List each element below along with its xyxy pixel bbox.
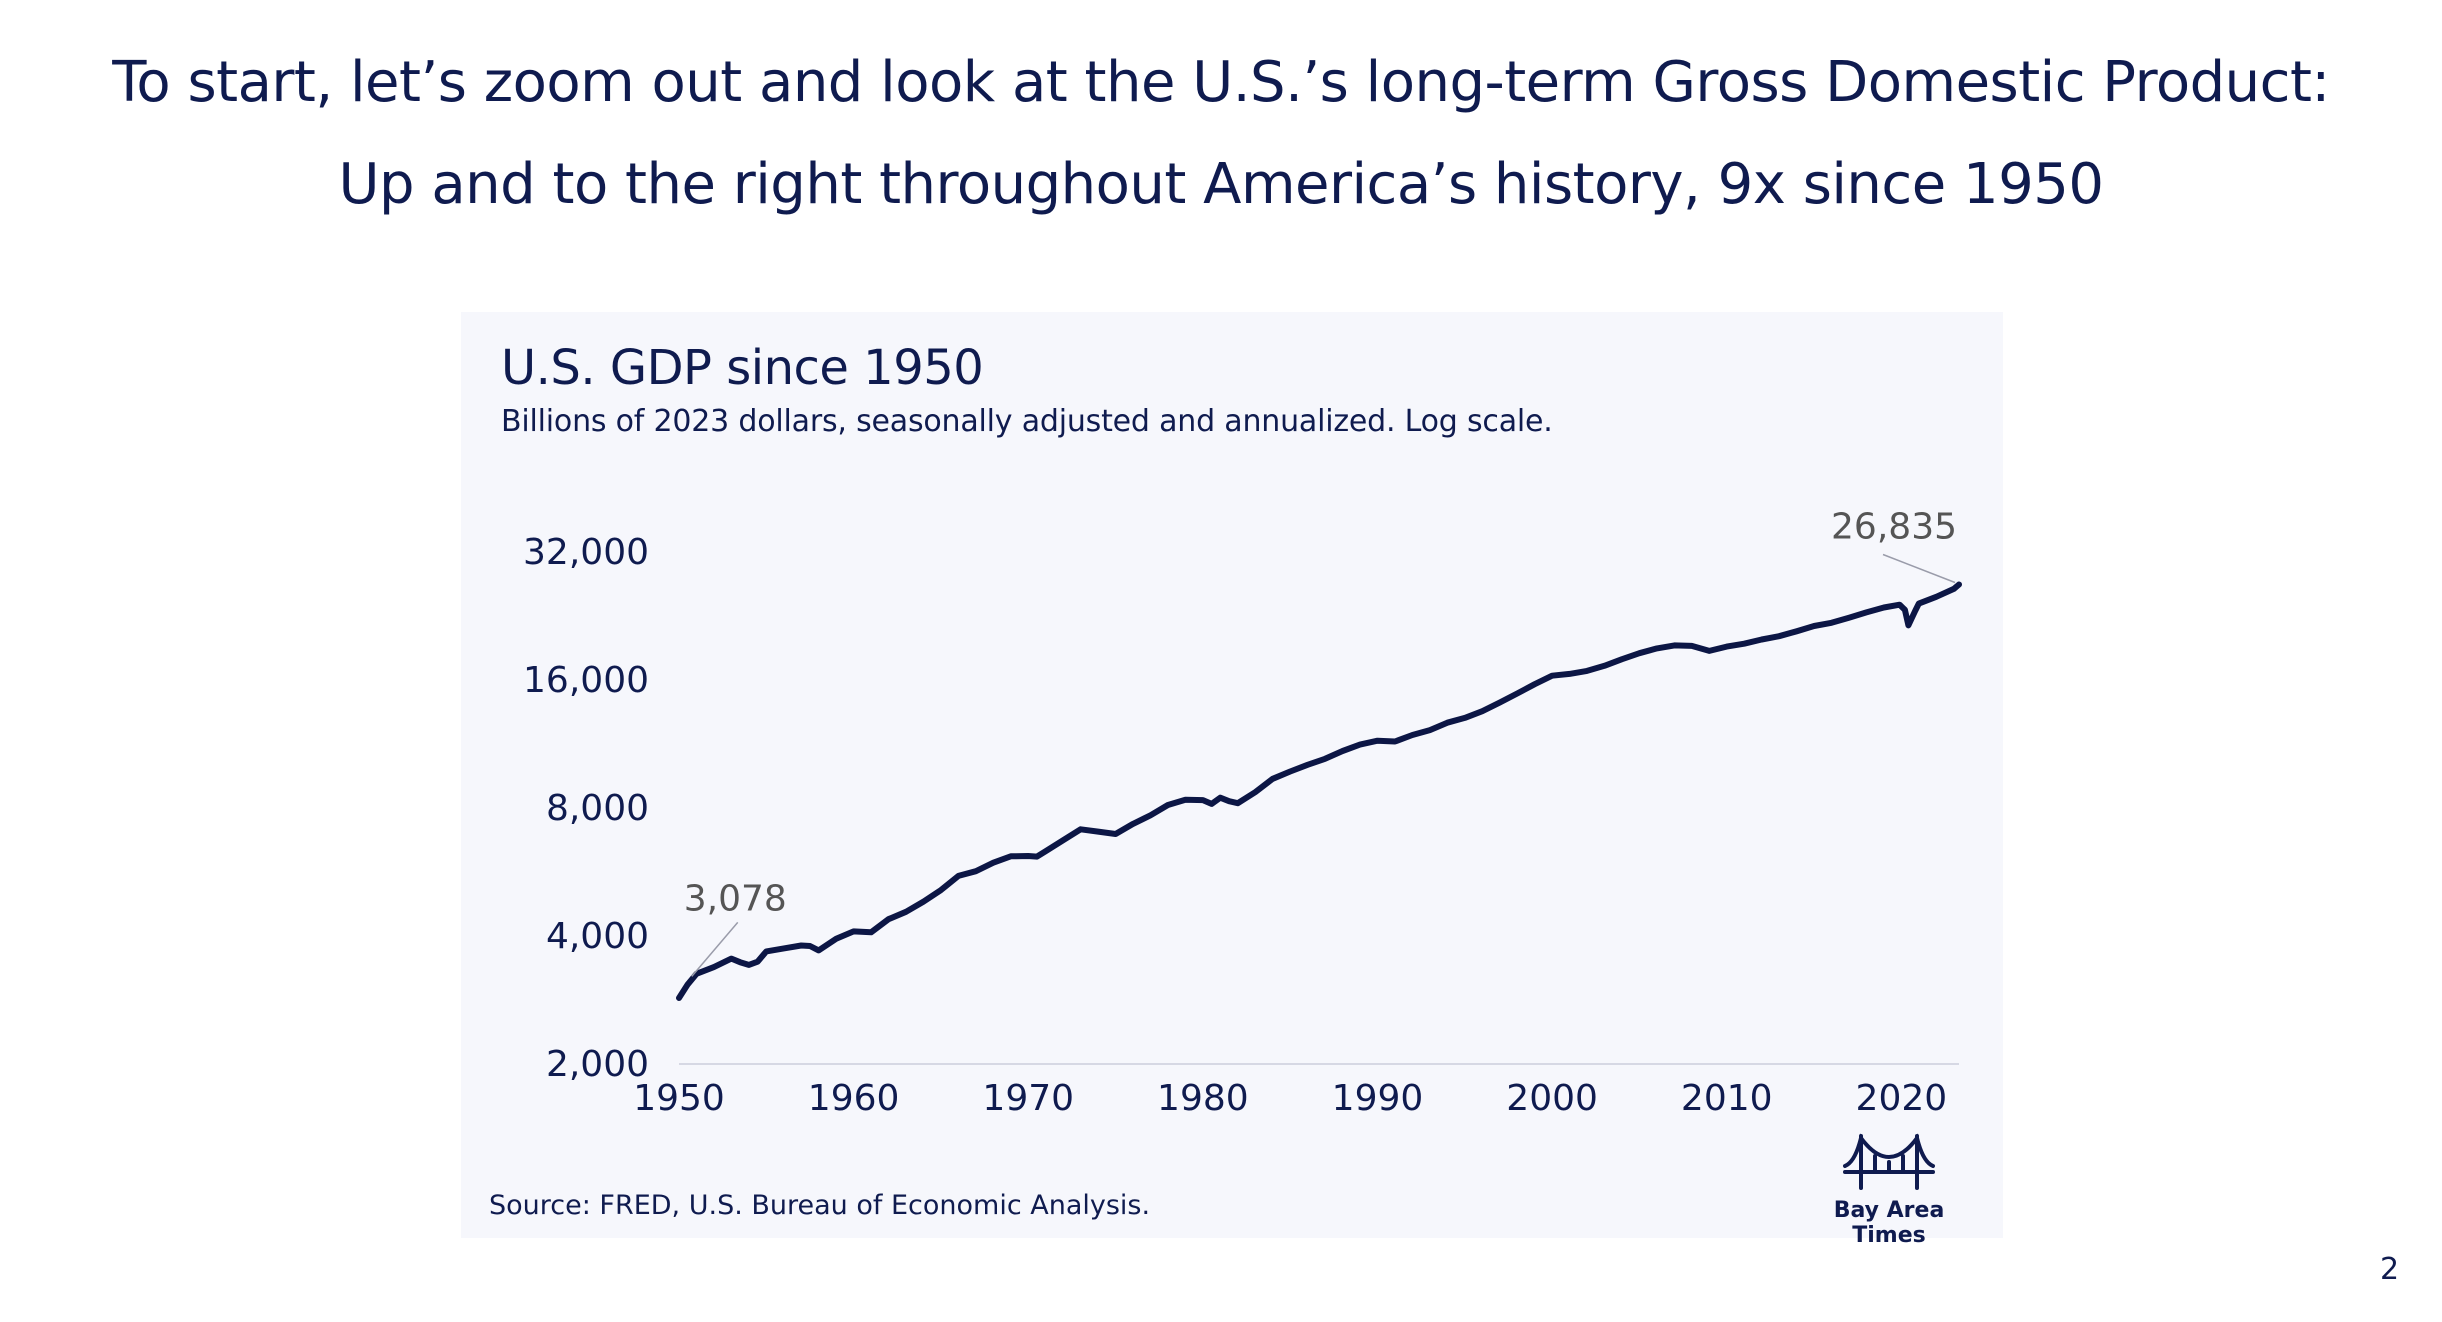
y-tick-label: 16,000 [523, 660, 649, 701]
annotation-leader-start [691, 921, 739, 977]
x-tick-label: 1970 [982, 1078, 1074, 1119]
x-tick-label: 1990 [1332, 1078, 1424, 1119]
bay-area-times-logo: Bay Area Times [1799, 1132, 1979, 1248]
logo-text: Bay Area Times [1833, 1198, 1945, 1248]
y-tick-label: 8,000 [546, 788, 649, 829]
x-tick-label: 1960 [808, 1078, 900, 1119]
annotation-leader-end [1882, 553, 1956, 584]
y-tick-label: 32,000 [523, 532, 649, 573]
annotation-label-start: 3,078 [684, 878, 787, 919]
y-tick-label: 2,000 [546, 1044, 649, 1085]
slide-headline-line1: To start, let’s zoom out and look at the… [112, 50, 2330, 115]
gdp-series-line [676, 581, 1962, 1001]
gdp-line-chart: 2,000 4,000 8,000 16,000 32,000 1950 1960 1970 1… [523, 507, 1962, 1119]
x-tick-label: 2020 [1856, 1078, 1948, 1119]
chart-card: U.S. GDP since 1950 Billions of 2023 dol… [461, 312, 2003, 1248]
slide-headline-line2: Up and to the right throughout America’s… [338, 152, 2104, 217]
y-tick-label: 4,000 [546, 916, 649, 957]
chart-source: Source: FRED, U.S. Bureau of Economic An… [489, 1190, 1151, 1221]
x-tick-label: 2010 [1681, 1078, 1773, 1119]
chart-title: U.S. GDP since 1950 [501, 340, 984, 396]
x-tick-label: 2000 [1506, 1078, 1598, 1119]
golden-gate-bridge-icon [1843, 1133, 1935, 1190]
x-tick-label: 1950 [633, 1078, 725, 1119]
page-number: 2 [2380, 1252, 2400, 1287]
annotation-label-end: 26,835 [1831, 507, 1957, 548]
x-tick-label: 1980 [1157, 1078, 1249, 1119]
chart-subtitle: Billions of 2023 dollars, seasonally adj… [501, 404, 1553, 439]
